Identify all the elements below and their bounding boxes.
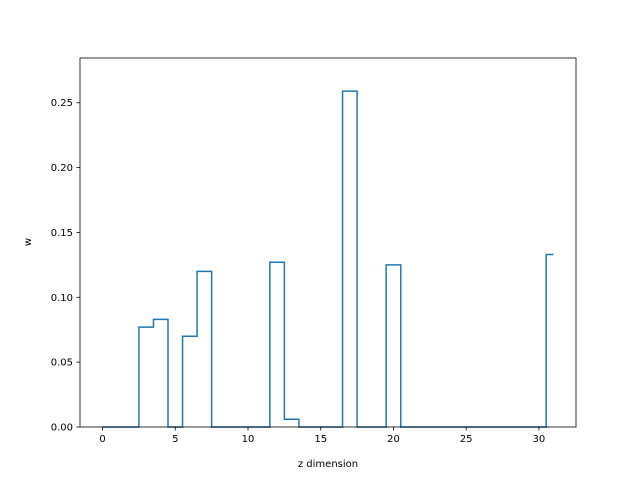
x-tick-label: 25 [460,434,473,445]
y-tick-label: 0.10 [51,293,73,304]
y-tick-label: 0.15 [51,228,73,239]
x-tick-label: 5 [172,434,178,445]
y-tick-label: 0.25 [51,98,73,109]
x-tick-label: 20 [387,434,400,445]
x-tick-label: 15 [314,434,327,445]
y-tick-label: 0.20 [51,163,73,174]
y-axis-ticks: 0.00 0.05 0.10 0.15 0.20 0.25 [51,98,80,434]
x-axis-ticks: 0 5 10 15 20 25 30 [99,427,545,445]
x-axis-label: z dimension [298,459,358,470]
x-tick-label: 30 [533,434,546,445]
x-tick-label: 0 [99,434,105,445]
y-axis-label: w [23,238,34,246]
y-tick-label: 0.05 [51,358,73,369]
plot-frame [79,57,577,428]
x-tick-label: 10 [242,434,255,445]
y-tick-label: 0.00 [51,423,73,434]
